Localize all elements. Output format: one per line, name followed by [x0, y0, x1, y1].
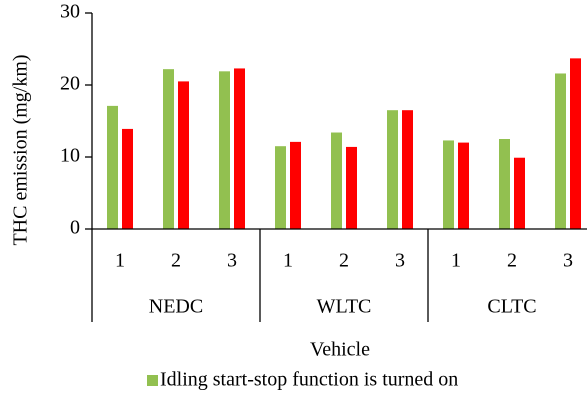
legend-label: Idling start-stop function is turned on	[160, 369, 458, 391]
y-axis-title: THC emission (mg/km)	[10, 54, 32, 245]
x-tick-label: 2	[339, 250, 349, 272]
y-tick-label: 20	[60, 73, 80, 95]
x-axis-title: Vehicle	[310, 339, 370, 361]
bar	[331, 132, 342, 229]
x-tick-label: 1	[283, 250, 293, 272]
bar	[163, 69, 174, 229]
x-tick-label: 1	[115, 250, 125, 272]
bar	[290, 141, 301, 229]
y-tick-label: 0	[70, 217, 80, 239]
y-tick-label: 30	[60, 1, 80, 23]
x-tick-label: 2	[507, 250, 517, 272]
group-label: NEDC	[149, 296, 203, 318]
bar	[570, 58, 581, 229]
legend-swatch	[147, 375, 158, 386]
bar	[178, 81, 189, 230]
bar	[219, 71, 230, 229]
bar	[555, 73, 566, 229]
bar	[387, 110, 398, 229]
y-tick-label: 10	[60, 145, 80, 167]
x-tick-label: 3	[395, 250, 405, 272]
bar	[122, 128, 133, 229]
bar	[234, 68, 245, 229]
bar	[402, 110, 413, 229]
bar	[458, 142, 469, 229]
bar	[514, 157, 525, 229]
bar	[499, 139, 510, 229]
group-label: WLTC	[317, 296, 372, 318]
bar	[107, 105, 118, 229]
x-tick-label: 2	[171, 250, 181, 272]
group-label: CLTC	[487, 296, 536, 318]
x-tick-label: 1	[451, 250, 461, 272]
bar	[346, 146, 357, 229]
x-tick-label: 3	[227, 250, 237, 272]
x-tick-label: 3	[563, 250, 573, 272]
bar	[275, 146, 286, 229]
bar	[443, 140, 454, 229]
